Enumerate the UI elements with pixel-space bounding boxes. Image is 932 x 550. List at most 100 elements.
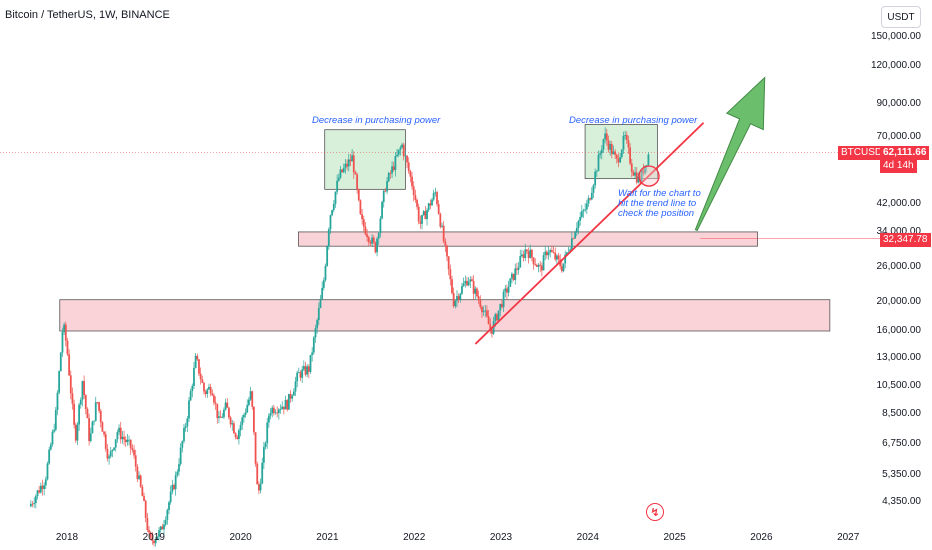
candle-body [33,503,36,504]
candle-body [346,163,349,167]
candle [276,406,279,418]
candle-body [512,273,515,281]
candle [524,243,527,262]
candle-body [164,519,167,525]
candle [359,199,362,215]
candle-body [632,171,635,176]
candle-body [171,484,174,492]
candle [324,263,327,282]
candle-body [382,190,385,203]
candle [292,388,295,396]
candle [229,415,232,428]
candle-body [208,386,210,390]
candle [454,299,457,309]
candle [357,188,360,202]
candle [257,481,260,495]
candle-body [572,238,575,240]
candle-body [188,400,190,419]
candle [447,256,450,276]
candle [99,408,102,428]
candle-body [129,439,132,449]
candle-body [565,252,568,255]
candle-body [297,372,300,374]
candle [401,142,403,149]
candle [164,516,167,527]
candle [422,209,425,216]
candle [103,431,105,437]
candle [144,499,147,523]
candle-body [86,409,89,419]
candle-body [161,526,164,530]
candle-body [216,403,219,419]
candle [312,336,315,355]
candle [304,361,307,377]
candle [248,396,250,407]
candle-body [141,486,144,497]
candle [347,153,350,172]
candle [344,159,347,174]
candle-body [119,427,122,440]
candle [509,278,512,288]
candle [562,263,565,273]
candle [452,287,455,308]
candle-body [464,280,467,284]
price-tick-label: 6,750.00 [882,438,921,450]
candle [394,151,397,177]
candle-body [419,221,422,224]
candle-body [154,539,157,544]
candle [491,329,493,338]
candle-body [534,264,537,266]
candle-body [88,418,90,442]
candle-body [324,265,327,281]
candle [575,222,578,237]
candle [233,420,235,434]
candle-body [627,140,630,148]
candle [264,441,267,450]
candle-body [34,496,37,504]
candle [391,161,393,179]
candle [600,145,603,160]
candle-body [38,490,41,493]
candle [597,150,600,172]
price-tick-label: 13,000.00 [876,352,922,364]
candle-body [537,264,540,267]
candle [219,410,222,418]
candle [184,422,187,432]
candle-body [502,291,505,308]
candle-body [61,332,64,353]
candle-body [471,279,473,282]
candle-body [579,216,582,221]
candle [291,393,294,402]
candle [467,277,470,287]
candle [101,421,104,432]
candle [79,397,82,409]
candle-body [582,210,585,212]
candle-body [104,434,107,449]
candle [582,208,585,218]
candle [622,131,625,154]
candle-body [292,391,295,396]
candle-body [494,314,497,321]
tradingview-logo-icon[interactable]: ↯ [646,503,664,521]
candle-body [56,392,59,411]
candle-body [496,314,498,321]
candle [128,435,130,446]
currency-selector[interactable]: USDT [881,6,921,28]
candle-body [103,431,105,435]
candle-body [336,180,339,192]
last-price-badge: 62,111.66 [880,146,930,160]
annotation-left-box: Decrease in purchasing power [312,115,441,126]
candle-body [584,209,587,211]
candle [404,150,407,162]
time-tick-label: 2020 [229,532,252,543]
candle-body [451,279,453,294]
candle-body [439,213,442,227]
candle-body [277,409,280,414]
candle-body [76,424,79,441]
candle [281,401,284,410]
candle-body [128,439,130,441]
candle-body [264,443,267,448]
candle [196,353,199,362]
